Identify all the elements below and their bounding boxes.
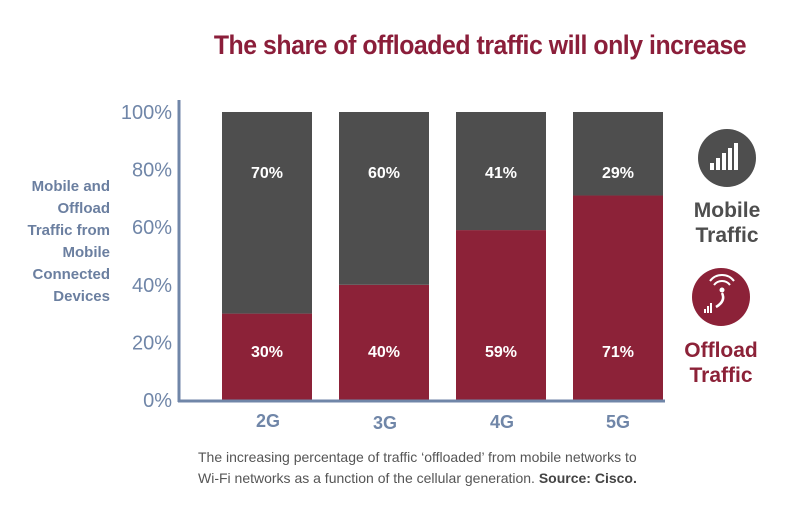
caption: The increasing percentage of traffic ‘of… <box>198 447 637 489</box>
bar-mobile-2G <box>222 112 312 314</box>
bar-offload-4G <box>456 230 546 400</box>
chart-title: The share of offloaded traffic will only… <box>213 30 747 60</box>
x-tick-label: 2G <box>256 411 280 431</box>
data-label: 29% <box>602 165 634 182</box>
legend-offload-line1: Offload <box>684 339 758 362</box>
y-tick-label: 0% <box>143 390 172 412</box>
legend-mobile-line1: Mobile <box>693 199 761 222</box>
y-tick-label: 20% <box>132 332 172 354</box>
bar-offload-5G <box>573 195 663 400</box>
bar-mobile-5G <box>573 112 663 196</box>
y-axis-label: Mobile and Offload Traffic from Mobile C… <box>27 178 110 305</box>
data-label: 71% <box>602 344 634 361</box>
legend-mobile-traffic: Mobile Traffic <box>672 198 782 248</box>
cellular-signal-icon <box>698 129 756 187</box>
legend-mobile-line2: Traffic <box>695 224 759 247</box>
bar-mobile-3G <box>339 112 429 285</box>
caption-line1: The increasing percentage of traffic ‘of… <box>198 449 637 465</box>
bar-offload-2G <box>222 313 312 400</box>
y-tick-label: 40% <box>132 275 172 297</box>
caption-source: Source: Cisco. <box>538 470 637 486</box>
data-label: 59% <box>485 344 517 361</box>
x-tick-label: 4G <box>490 412 514 432</box>
y-tick-label: 60% <box>132 217 172 239</box>
x-tick-label: 3G <box>373 413 397 433</box>
y-tick-label: 100% <box>121 102 172 124</box>
wifi-offload-icon <box>692 268 750 326</box>
data-label: 60% <box>368 165 400 182</box>
caption-line2: Wi-Fi networks as a function of the cell… <box>198 470 535 486</box>
data-label: 40% <box>368 344 400 361</box>
legend-offload-traffic: Offload Traffic <box>666 338 776 388</box>
x-tick-label: 5G <box>606 412 630 432</box>
legend-offload-line2: Traffic <box>689 364 753 387</box>
data-label: 70% <box>251 165 283 182</box>
bar-offload-3G <box>339 284 429 400</box>
bar-mobile-4G <box>456 112 546 231</box>
data-label: 41% <box>485 165 517 182</box>
data-label: 30% <box>251 344 283 361</box>
y-tick-label: 80% <box>132 160 172 182</box>
